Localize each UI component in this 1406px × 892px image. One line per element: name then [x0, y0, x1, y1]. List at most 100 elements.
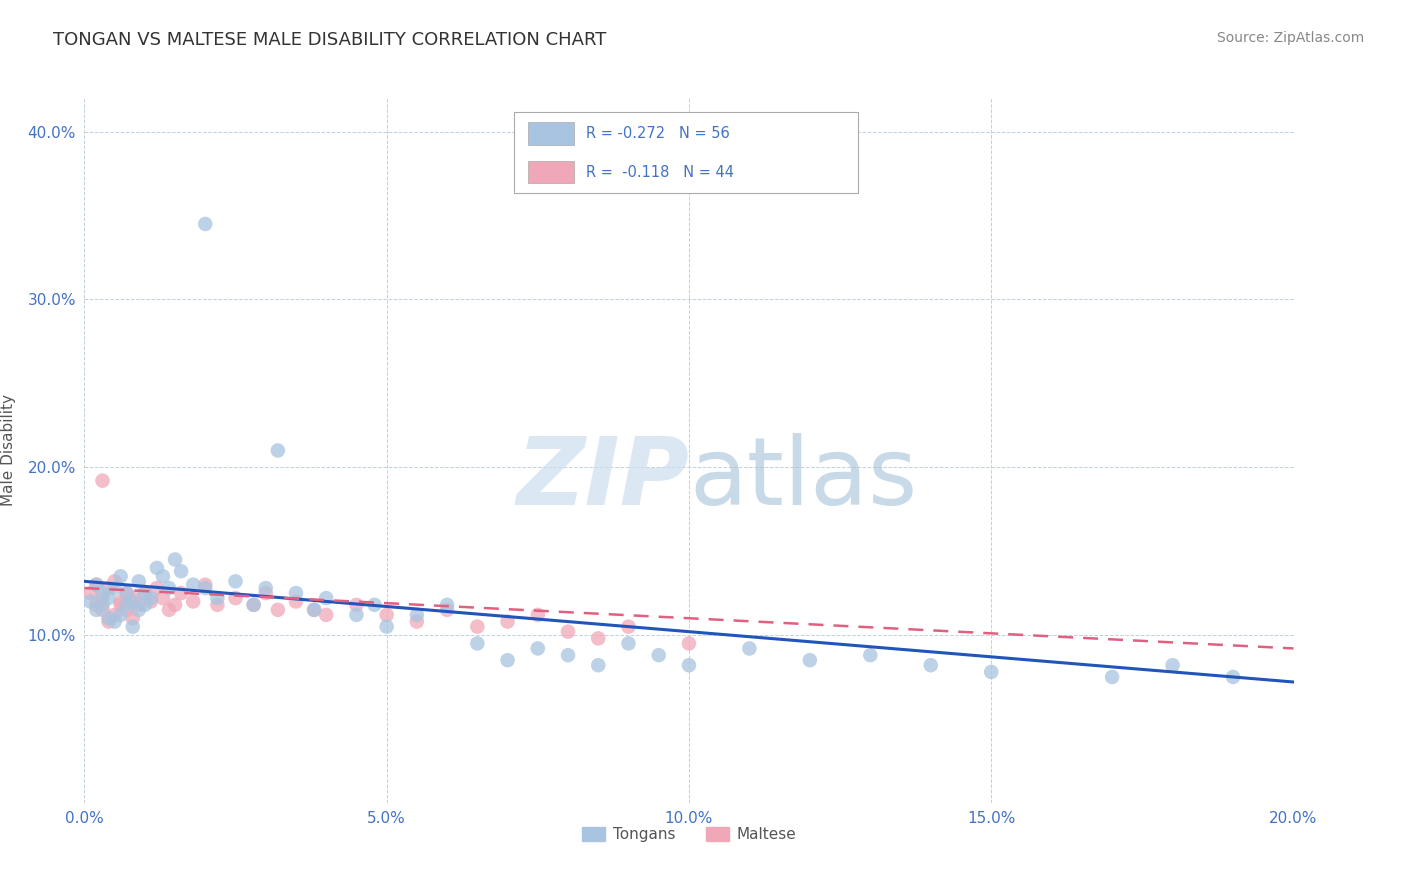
- Point: [79, 594, 101, 608]
- Point: [1161, 658, 1184, 673]
- Point: [170, 564, 193, 578]
- Point: [115, 586, 138, 600]
- Legend: Tongans, Maltese: Tongans, Maltese: [576, 821, 801, 848]
- Point: [588, 632, 610, 646]
- Point: [225, 574, 247, 589]
- Point: [302, 603, 325, 617]
- Point: [980, 665, 1002, 679]
- Point: [436, 603, 458, 617]
- Text: Source: ZipAtlas.com: Source: ZipAtlas.com: [1216, 31, 1364, 45]
- Point: [346, 607, 368, 622]
- Point: [375, 607, 398, 622]
- Point: [97, 615, 120, 629]
- Point: [86, 577, 108, 591]
- Point: [617, 636, 640, 650]
- Point: [146, 561, 169, 575]
- Point: [207, 591, 229, 606]
- Point: [128, 603, 150, 617]
- Point: [617, 620, 640, 634]
- Point: [920, 658, 942, 673]
- Point: [121, 591, 143, 606]
- Text: atlas: atlas: [689, 433, 917, 524]
- Point: [104, 581, 127, 595]
- Point: [859, 648, 882, 662]
- Point: [110, 598, 132, 612]
- Point: [436, 598, 458, 612]
- Point: [194, 217, 217, 231]
- Point: [799, 653, 821, 667]
- Point: [194, 577, 217, 591]
- Point: [557, 624, 579, 639]
- Point: [254, 581, 277, 595]
- Point: [115, 598, 138, 612]
- Point: [346, 598, 368, 612]
- Point: [115, 603, 138, 617]
- Point: [527, 641, 550, 656]
- Point: [375, 620, 398, 634]
- Point: [315, 607, 337, 622]
- Point: [104, 574, 127, 589]
- Point: [678, 658, 700, 673]
- Point: [285, 586, 308, 600]
- Point: [406, 615, 429, 629]
- Point: [157, 581, 180, 595]
- Point: [267, 443, 290, 458]
- Point: [110, 569, 132, 583]
- Point: [1222, 670, 1244, 684]
- Point: [496, 653, 519, 667]
- Point: [104, 615, 127, 629]
- Point: [406, 607, 429, 622]
- Point: [134, 586, 156, 600]
- Point: [165, 552, 187, 566]
- Point: [496, 615, 519, 629]
- Point: [165, 598, 187, 612]
- FancyBboxPatch shape: [513, 112, 858, 194]
- Point: [121, 611, 143, 625]
- Point: [467, 620, 489, 634]
- Text: ZIP: ZIP: [516, 433, 689, 524]
- Point: [121, 594, 143, 608]
- Point: [146, 581, 169, 595]
- Point: [678, 636, 700, 650]
- Point: [110, 607, 132, 622]
- Point: [242, 598, 264, 612]
- Point: [104, 607, 127, 622]
- Point: [121, 620, 143, 634]
- Y-axis label: Male Disability: Male Disability: [1, 394, 17, 507]
- Point: [134, 586, 156, 600]
- Point: [194, 581, 217, 595]
- Point: [267, 603, 290, 617]
- Point: [115, 586, 138, 600]
- Point: [139, 594, 162, 608]
- Point: [170, 586, 193, 600]
- Point: [97, 581, 120, 595]
- Point: [91, 474, 114, 488]
- Point: [152, 569, 174, 583]
- Point: [588, 658, 610, 673]
- FancyBboxPatch shape: [529, 122, 574, 145]
- Point: [86, 603, 108, 617]
- Point: [128, 598, 150, 612]
- Point: [1101, 670, 1123, 684]
- Point: [152, 591, 174, 606]
- Point: [363, 598, 385, 612]
- Point: [648, 648, 671, 662]
- Point: [157, 603, 180, 617]
- Point: [86, 577, 108, 591]
- Point: [181, 577, 204, 591]
- Point: [91, 598, 114, 612]
- Point: [254, 586, 277, 600]
- Point: [91, 591, 114, 606]
- Point: [91, 586, 114, 600]
- Point: [738, 641, 761, 656]
- Point: [79, 586, 101, 600]
- FancyBboxPatch shape: [529, 161, 574, 184]
- Point: [302, 603, 325, 617]
- Point: [315, 591, 337, 606]
- Point: [139, 591, 162, 606]
- Point: [557, 648, 579, 662]
- Point: [128, 574, 150, 589]
- Point: [242, 598, 264, 612]
- Point: [134, 598, 156, 612]
- Point: [527, 607, 550, 622]
